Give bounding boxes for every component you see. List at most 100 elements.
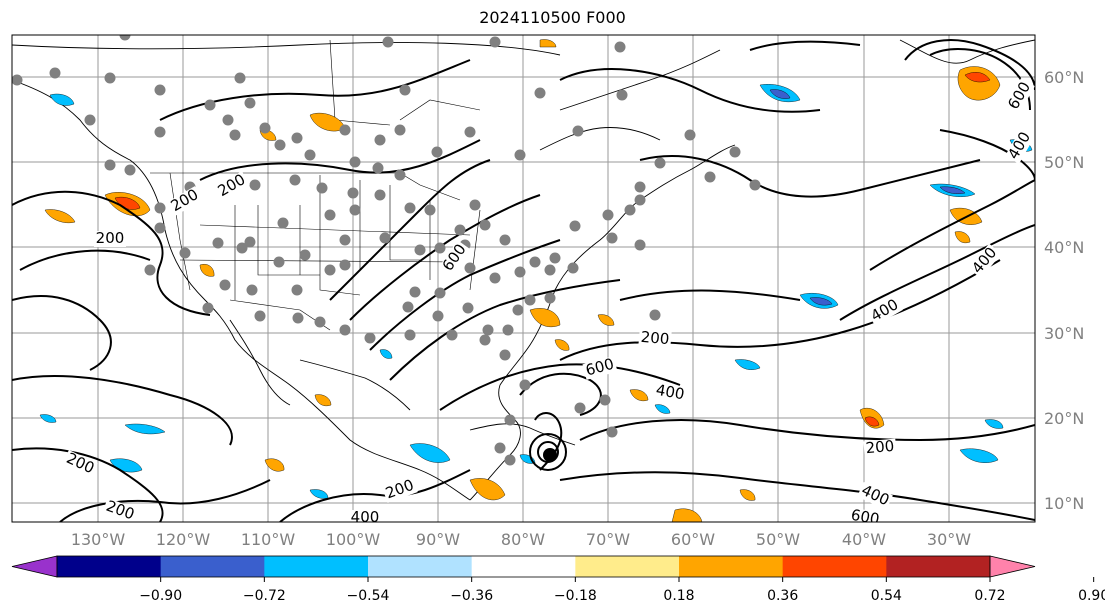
contour-label: 200 <box>640 328 670 348</box>
station-dot <box>219 279 231 291</box>
station-dot <box>277 217 289 229</box>
station-dot <box>684 129 696 141</box>
lat-label: 20°N <box>1044 409 1084 428</box>
station-dot <box>154 222 166 234</box>
station-dot <box>382 36 394 48</box>
station-dot <box>572 125 584 137</box>
station-dot <box>402 301 414 313</box>
station-dot <box>154 202 166 214</box>
station-dot <box>514 149 526 161</box>
lon-label: 90°W <box>416 530 460 549</box>
station-dot <box>489 272 501 284</box>
station-dot <box>202 302 214 314</box>
station-dot <box>432 310 444 322</box>
station-dot <box>464 262 476 274</box>
station-dot <box>259 122 271 134</box>
station-dot <box>614 41 626 53</box>
station-dot <box>704 171 716 183</box>
colorbar-level-label: 0.18 <box>663 588 694 604</box>
station-dot <box>599 394 611 406</box>
contour-label: 600 <box>850 506 881 529</box>
colorbar-level-label: −0.72 <box>243 588 286 604</box>
station-dot <box>431 146 443 158</box>
colorbar-segment <box>575 556 680 577</box>
station-dot <box>479 219 491 231</box>
station-dot <box>254 310 266 322</box>
station-dot <box>179 247 191 259</box>
station-dot <box>104 72 116 84</box>
station-dot <box>404 329 416 341</box>
station-dot <box>479 334 491 346</box>
contour-label: 400 <box>351 508 380 526</box>
station-dot <box>212 237 224 249</box>
lon-label: 120°W <box>156 530 211 549</box>
station-dot <box>12 74 23 86</box>
station-dot <box>489 36 501 48</box>
station-dot <box>204 99 216 111</box>
station-dot <box>339 234 351 246</box>
lon-label: 100°W <box>326 530 381 549</box>
station-dot <box>236 242 248 254</box>
lon-label: 130°W <box>71 530 126 549</box>
colorbar-segment <box>160 556 265 577</box>
station-dot <box>529 256 541 268</box>
station-dot <box>291 132 303 144</box>
station-dot <box>606 426 618 438</box>
station-dot <box>339 124 351 136</box>
station-dot <box>339 259 351 271</box>
station-dot <box>602 209 614 221</box>
contour-label: 400 <box>655 381 686 404</box>
lon-label: 110°W <box>241 530 296 549</box>
station-dot <box>574 402 586 414</box>
station-dot <box>84 114 96 126</box>
positive-shading <box>44 39 1001 522</box>
station-dot <box>119 35 131 41</box>
station-dot <box>222 114 234 126</box>
station-dot <box>749 179 761 191</box>
station-dot <box>234 72 246 84</box>
storm-center-marker <box>543 448 557 462</box>
station-dot <box>424 204 436 216</box>
station-dot <box>299 249 311 261</box>
station-dot <box>324 209 336 221</box>
colorbar <box>11 555 1036 578</box>
colorbar-segment <box>368 556 473 577</box>
lon-label: 50°W <box>756 530 800 549</box>
station-dot <box>104 159 116 171</box>
station-dot <box>504 454 516 466</box>
colorbar-level-label: −0.18 <box>554 588 597 604</box>
colorbar-segment <box>679 556 784 577</box>
station-dot <box>374 134 386 146</box>
station-dot <box>446 329 458 341</box>
colorbar-level-label: −0.54 <box>347 588 390 604</box>
station-dot <box>347 187 359 199</box>
map-canvas: 2002002002002002004004004004004006006006… <box>12 35 1035 529</box>
station-dot <box>244 236 256 248</box>
station-dot <box>379 232 391 244</box>
lat-label: 30°N <box>1044 324 1084 343</box>
gridlines <box>12 35 1035 522</box>
station-dot <box>349 204 361 216</box>
station-dot <box>249 179 261 191</box>
station-dot <box>434 287 446 299</box>
station-dot <box>291 284 303 296</box>
contour-label: 200 <box>96 229 125 247</box>
station-dot <box>499 234 511 246</box>
colorbar-level-label: 0.54 <box>871 588 902 604</box>
station-dot <box>324 264 336 276</box>
lat-label: 10°N <box>1044 494 1084 513</box>
station-dot <box>273 256 285 268</box>
station-dot <box>399 84 411 96</box>
station-dot <box>314 316 326 328</box>
station-dot <box>549 252 561 264</box>
station-dot <box>464 126 476 138</box>
longitude-labels: 130°W 120°W 110°W 100°W 90°W 80°W 70°W 60°W 50°W… <box>71 530 971 549</box>
station-dot <box>544 264 556 276</box>
colorbar-level-label: −0.36 <box>450 588 493 604</box>
colorbar-level-label: 0.72 <box>974 588 1005 604</box>
station-dot <box>304 149 316 161</box>
station-dot <box>524 294 536 306</box>
colorbar-segment <box>471 556 576 577</box>
station-dot <box>394 124 406 136</box>
